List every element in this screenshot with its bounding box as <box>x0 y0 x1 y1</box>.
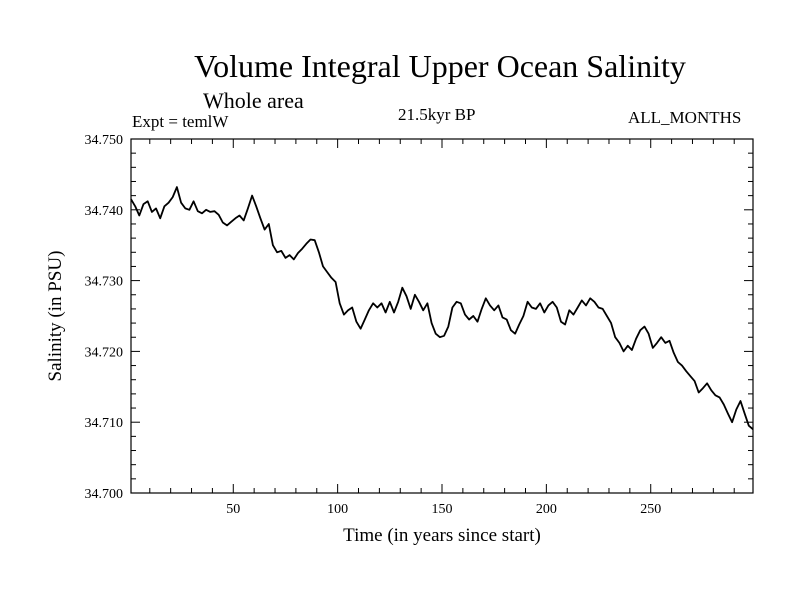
x-tick-label: 100 <box>327 502 348 517</box>
x-tick-label: 250 <box>640 502 661 517</box>
y-tick-label: 34.730 <box>85 275 124 290</box>
x-tick-label: 200 <box>536 502 557 517</box>
y-tick-label: 34.740 <box>85 204 124 219</box>
months-label: ALL_MONTHS <box>628 108 742 127</box>
y-tick-label: 34.750 <box>85 133 124 148</box>
period-label: 21.5kyr BP <box>398 105 476 124</box>
x-tick-label: 150 <box>432 502 453 517</box>
x-tick-label: 50 <box>226 502 240 517</box>
x-axis-label: Time (in years since start) <box>343 525 541 546</box>
y-axis-label: Salinity (in PSU) <box>45 251 66 382</box>
y-tick-label: 34.700 <box>85 487 124 502</box>
y-tick-label: 34.710 <box>85 416 124 431</box>
chart-subtitle: Whole area <box>203 88 304 113</box>
chart-title: Volume Integral Upper Ocean Salinity <box>194 48 686 84</box>
experiment-label: Expt = temlW <box>132 112 229 131</box>
y-tick-label: 34.720 <box>85 345 124 360</box>
series-line-salinity <box>130 186 754 430</box>
plot-frame <box>130 138 754 494</box>
